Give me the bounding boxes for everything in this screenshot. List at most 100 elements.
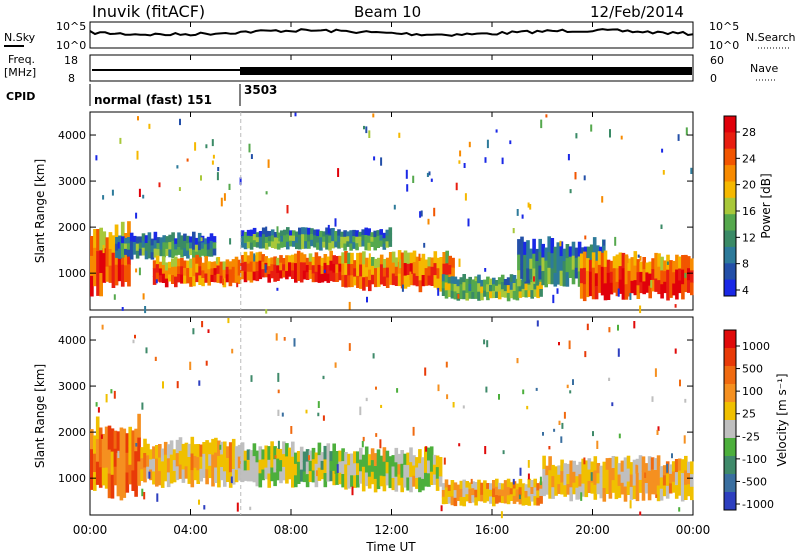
data-cell <box>563 485 567 497</box>
data-cell <box>675 284 679 300</box>
data-cell <box>255 232 260 238</box>
data-cell <box>285 263 289 272</box>
data-cell <box>453 497 458 507</box>
data-cell <box>323 262 328 273</box>
data-cell <box>143 453 147 468</box>
data-cell <box>644 473 649 484</box>
colorbar-cell <box>724 402 736 421</box>
data-cell <box>340 236 344 243</box>
data-cell <box>554 485 558 496</box>
data-cell <box>533 282 537 290</box>
data-cell <box>258 446 263 461</box>
data-cell <box>447 484 452 492</box>
scatter-echo <box>425 446 428 452</box>
data-cell <box>468 495 472 504</box>
data-cell <box>532 268 536 284</box>
scatter-echo <box>516 209 519 216</box>
scatter-echo <box>661 148 664 153</box>
data-cell <box>559 270 564 286</box>
data-cell <box>178 437 183 452</box>
data-cell <box>367 228 371 237</box>
data-cell <box>282 466 286 481</box>
data-cell <box>189 236 193 243</box>
data-cell <box>267 258 271 267</box>
data-cell <box>320 469 325 480</box>
data-cell <box>641 470 646 487</box>
scatter-echo <box>200 237 203 242</box>
data-cell <box>162 249 166 258</box>
data-cell <box>258 260 263 271</box>
scatter-echo <box>200 175 202 181</box>
data-cell <box>489 496 493 504</box>
data-cell <box>194 244 199 253</box>
data-cell <box>296 472 301 484</box>
data-cell <box>316 236 320 244</box>
data-cell <box>131 430 135 451</box>
data-cell <box>98 427 103 448</box>
data-cell <box>547 252 551 269</box>
scatter-echo <box>100 434 103 439</box>
data-cell <box>530 480 534 488</box>
data-cell <box>90 275 94 297</box>
scatter-echo <box>286 205 289 214</box>
data-cell <box>441 496 446 505</box>
data-cell <box>301 241 305 249</box>
data-cell <box>641 485 646 501</box>
data-band <box>115 231 217 260</box>
data-cell <box>165 242 169 250</box>
data-cell <box>273 446 277 460</box>
data-cell <box>180 235 184 244</box>
data-cell <box>220 454 224 468</box>
time-tick-label: 20:00 <box>575 523 610 537</box>
data-cell <box>415 266 420 277</box>
data-cell <box>317 256 322 266</box>
data-cell <box>292 230 296 237</box>
nave-tick-top: 60 <box>710 54 724 67</box>
scatter-echo <box>198 380 201 386</box>
data-cell <box>319 230 323 238</box>
data-cell <box>240 468 245 483</box>
scatter-echo <box>674 348 677 354</box>
nave-tick-bottom: 0 <box>710 72 717 85</box>
data-cell <box>447 277 452 285</box>
data-cell <box>258 269 263 280</box>
scatter-echo <box>264 264 267 273</box>
data-cell <box>175 453 180 467</box>
data-cell <box>486 483 490 490</box>
data-band <box>90 413 141 501</box>
data-cell <box>273 264 277 274</box>
data-cell <box>305 272 310 280</box>
data-cell <box>174 256 178 268</box>
data-cell <box>409 447 413 463</box>
data-cell <box>322 241 326 248</box>
scatter-echo <box>583 175 586 181</box>
data-cell <box>379 465 384 477</box>
data-cell <box>632 485 637 500</box>
data-cell <box>95 461 100 485</box>
data-cell <box>656 455 661 471</box>
scatter-echo <box>365 397 368 402</box>
scatter-echo <box>412 175 415 183</box>
data-cell <box>385 462 390 475</box>
data-cell <box>208 465 212 479</box>
data-cell <box>545 475 549 486</box>
data-cell <box>285 255 289 264</box>
data-cell <box>135 250 140 259</box>
data-cell <box>252 443 257 457</box>
data-cell <box>359 264 363 277</box>
scatter-echo <box>500 511 503 519</box>
data-cell <box>477 493 481 502</box>
nsky-tick-bottom: 10^0 <box>56 39 86 52</box>
data-cell <box>666 284 670 301</box>
data-cell <box>153 240 158 250</box>
data-cell <box>335 451 339 463</box>
data-cell <box>373 243 377 251</box>
data-cell <box>500 282 505 290</box>
data-cell <box>110 451 115 476</box>
data-cell <box>358 236 362 242</box>
power-ylabel: Slant Range [km] <box>33 159 47 263</box>
data-cell <box>210 268 214 276</box>
data-cell <box>317 455 322 469</box>
data-cell <box>164 270 169 280</box>
data-cell <box>391 251 396 264</box>
